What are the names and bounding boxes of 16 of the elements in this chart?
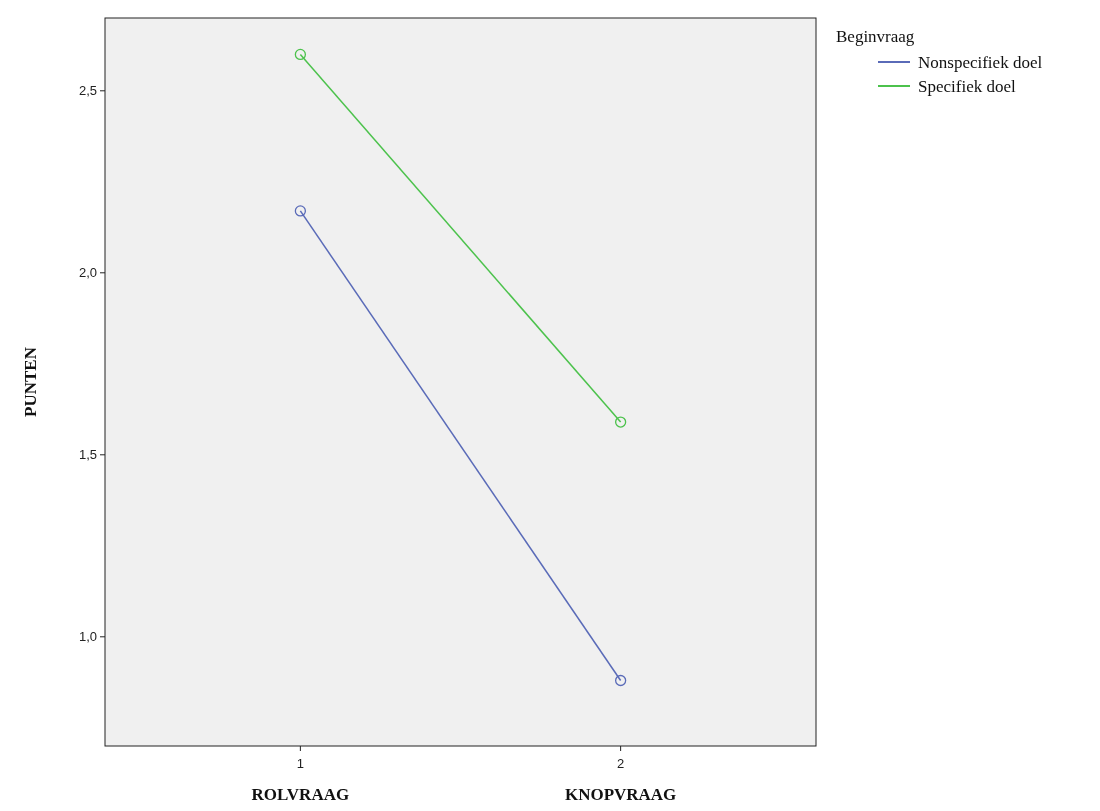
point	[614, 416, 627, 428]
legend-label: Nonspecifiek doel	[918, 52, 1043, 72]
text: ROLVRAAG	[251, 785, 350, 804]
point	[294, 205, 307, 217]
point	[614, 674, 627, 687]
x-tick-label: 1	[296, 756, 304, 771]
text: KNOPVRAAG	[564, 785, 677, 804]
y-axis-title: PUNTEN	[21, 346, 40, 417]
point	[294, 48, 307, 61]
x-tick-label: 2	[617, 756, 625, 771]
y-tick-label: 1,0	[78, 629, 97, 645]
legend-title: Beginvraag	[836, 27, 915, 46]
legend-label: Specifiek doel	[918, 76, 1016, 96]
y-tick-label: 2,5	[78, 83, 97, 99]
y-tick-label: 1,5	[78, 447, 97, 463]
y-tick-label: 2,0	[78, 265, 97, 281]
